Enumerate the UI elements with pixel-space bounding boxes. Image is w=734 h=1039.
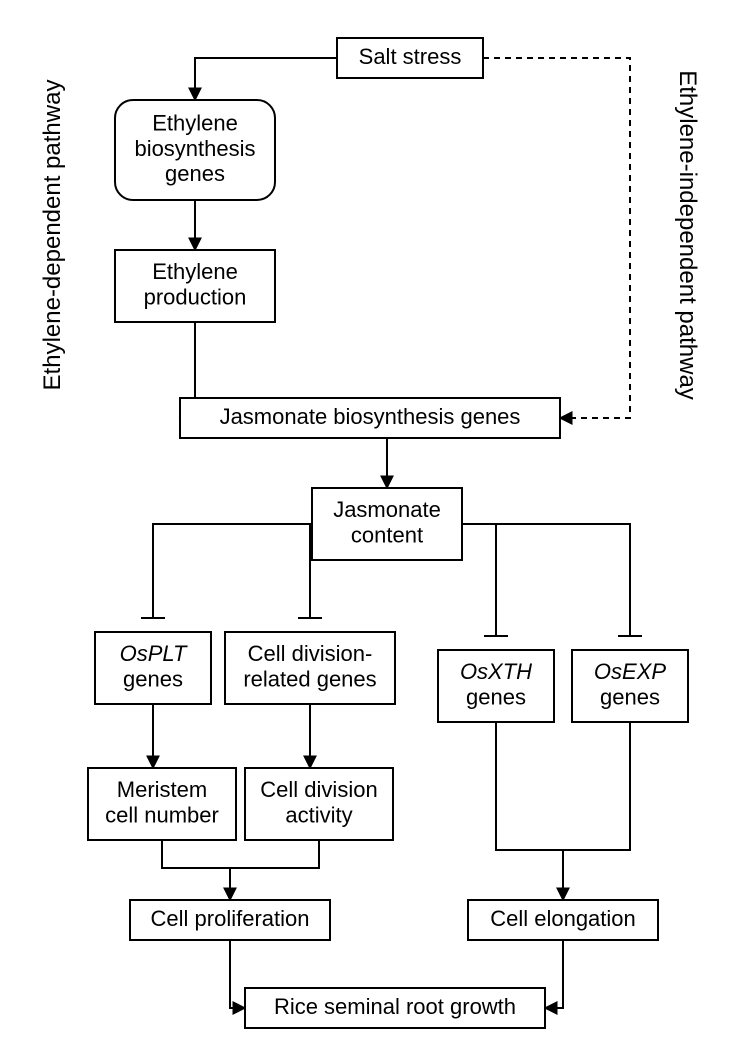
node-label-cda-1: activity	[285, 802, 352, 827]
node-label-jcont-0: Jasmonate	[333, 497, 441, 522]
node-label-osplt-0: OsPLT	[120, 641, 188, 666]
node-label-jcont-1: content	[351, 522, 423, 547]
node-label-cdrg-0: Cell division-	[248, 641, 373, 666]
node-label-osxth-1: genes	[466, 684, 526, 709]
node-label-mcn-0: Meristem	[117, 777, 207, 802]
side-label-right: Ethylene-independent pathway	[674, 70, 701, 400]
node-label-celong-0: Cell elongation	[490, 906, 636, 931]
node-label-osxth-0: OsXTH	[460, 659, 532, 684]
node-label-cdrg-1: related genes	[243, 666, 376, 691]
node-label-osexp-1: genes	[600, 684, 660, 709]
node-label-salt-0: Salt stress	[359, 44, 462, 69]
node-label-cda-0: Cell division	[260, 777, 377, 802]
node-label-ebg-0: Ethylene	[152, 111, 238, 136]
node-label-jbg-0: Jasmonate biosynthesis genes	[220, 404, 521, 429]
node-label-ebg-1: biosynthesis	[134, 136, 255, 161]
side-label-left: Ethylene-dependent pathway	[39, 80, 66, 391]
node-label-ebg-2: genes	[165, 161, 225, 186]
node-label-rootgrowth-0: Rice seminal root growth	[274, 994, 516, 1019]
node-label-osexp-0: OsEXP	[594, 659, 666, 684]
node-label-eprod-0: Ethylene	[152, 259, 238, 284]
node-label-cprolif-0: Cell proliferation	[151, 906, 310, 931]
node-label-osplt-1: genes	[123, 666, 183, 691]
node-label-mcn-1: cell number	[105, 802, 219, 827]
node-label-eprod-1: production	[144, 284, 247, 309]
